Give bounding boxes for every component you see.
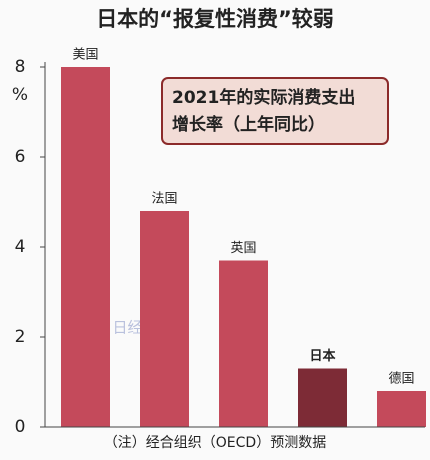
y-tick-label: 6 xyxy=(15,147,26,167)
bar xyxy=(140,211,189,427)
bar-label: 美国 xyxy=(72,48,98,63)
y-tick-label: 2 xyxy=(15,327,26,347)
bar xyxy=(61,67,110,427)
bar xyxy=(377,391,426,427)
annotation-line: 2021年的实际消费支出 xyxy=(172,87,355,108)
y-tick-label: 4 xyxy=(15,237,26,257)
bar-label: 法国 xyxy=(151,192,177,207)
bar-label: 德国 xyxy=(388,372,414,387)
annotation-box xyxy=(161,77,389,145)
bar xyxy=(298,368,347,427)
footnote: （注）经合组织（OECD）预测数据 xyxy=(104,435,326,451)
bar-label: 英国 xyxy=(230,241,256,256)
annotation-line: 增长率（上年同比） xyxy=(172,114,325,135)
bar-label: 日本 xyxy=(309,348,335,364)
bar xyxy=(219,260,268,427)
y-tick-label: 0 xyxy=(15,417,26,437)
chart-title: 日本的“报复性消费”较弱 xyxy=(96,7,334,31)
y-unit: % xyxy=(12,85,28,105)
y-tick-label: 8 xyxy=(15,57,26,77)
